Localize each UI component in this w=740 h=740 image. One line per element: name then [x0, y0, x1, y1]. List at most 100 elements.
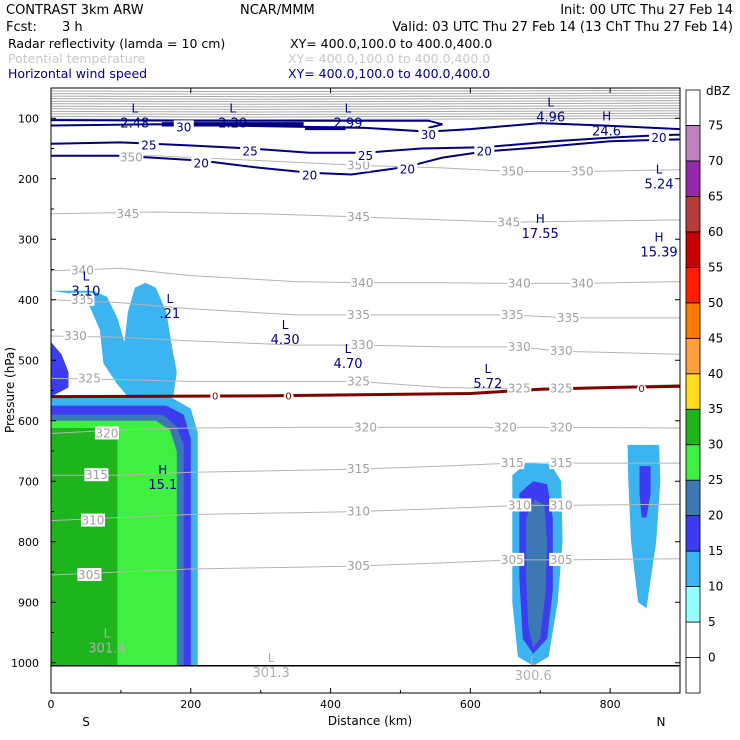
extremum-value: 15.1	[148, 478, 177, 493]
colorbar-level-label: 35	[708, 402, 723, 416]
colorbar-swatch	[685, 515, 701, 552]
theta-label-bg	[549, 420, 574, 434]
wind-label-bg	[355, 148, 376, 162]
extremum-marker: L	[83, 270, 90, 284]
theta-label-bg	[70, 292, 95, 306]
freezing-level-label: 0	[285, 391, 291, 402]
y-tick-label: 100	[18, 112, 39, 125]
y-tick-label: 900	[18, 596, 39, 609]
theta-label: 350	[571, 164, 594, 178]
extremum-value: 2.99	[334, 116, 363, 131]
extremum-value: 300.6	[515, 669, 552, 684]
colorbar-swatch	[685, 160, 701, 197]
x-tick-label: 200	[180, 698, 201, 711]
colorbar-level-label: 60	[708, 225, 723, 239]
theta-label-bg	[549, 498, 574, 512]
wind-contour-2	[51, 133, 680, 154]
wind-contour-3	[51, 138, 680, 176]
theta-label-bg	[346, 307, 371, 321]
colorbar-level-label: 10	[708, 580, 723, 594]
y-tick-label: 200	[18, 173, 39, 186]
wind-label: 30	[176, 120, 191, 134]
theta-label: 325	[550, 382, 573, 396]
theta-label-bg	[500, 307, 525, 321]
theta-label-bg	[507, 276, 532, 290]
colorbar-swatch	[685, 337, 701, 375]
colorbar-swatch	[685, 266, 701, 304]
extremum-value: 5.72	[473, 377, 502, 392]
extremum-value: .21	[159, 307, 180, 322]
theta-label-bg	[549, 552, 574, 566]
colorbar-swatch	[685, 586, 701, 623]
extremum-marker: H	[536, 212, 545, 226]
extremum-marker: L	[656, 163, 663, 177]
wind-label: 30	[421, 128, 436, 142]
theta-label: 325	[347, 374, 370, 388]
wind-label-bg	[418, 128, 439, 142]
y-tick-label: 800	[18, 536, 39, 549]
extremum-marker: H	[602, 109, 611, 123]
theta-strat-line	[51, 89, 680, 93]
wind-label: 25	[243, 145, 258, 159]
colorbar-swatch	[685, 621, 701, 658]
theta-label: 320	[95, 426, 118, 440]
theta-label: 320	[550, 420, 573, 434]
colorbar-swatch	[685, 231, 701, 268]
theta-label-bg	[94, 426, 119, 440]
theta-label: 340	[71, 264, 94, 278]
theta-label: 345	[116, 207, 139, 221]
y-tick-label: 700	[18, 475, 39, 488]
freezing-label-bg	[210, 391, 221, 400]
extremum-value: 3.10	[71, 285, 100, 300]
extremum-value: 15.39	[640, 245, 677, 260]
colorbar-swatch	[685, 657, 701, 694]
x-end-label-right: N	[657, 715, 666, 729]
colorbar-level-label: 40	[708, 367, 723, 381]
wind-label-bg	[191, 156, 212, 170]
theta-label: 345	[497, 215, 520, 229]
wind-label-bg	[173, 120, 194, 134]
theta-label-bg	[346, 209, 371, 223]
theta-label-bg	[493, 420, 518, 434]
reflectivity-region-upper-cyan	[51, 282, 177, 400]
colorbar-swatch	[685, 302, 701, 339]
wind-label: 20	[651, 131, 666, 145]
extremum-value: 5.24	[645, 178, 674, 193]
theta-label-bg	[500, 164, 525, 178]
wind-label-bg	[240, 144, 261, 158]
theta-label: 320	[354, 420, 377, 434]
x-tick-label: 800	[600, 698, 621, 711]
wind-contour-4	[305, 126, 346, 131]
theta-label: 345	[347, 210, 370, 224]
y-axis-title: Pressure (hPa)	[3, 347, 17, 433]
theta-label: 325	[78, 371, 101, 385]
wind-label-bg	[299, 168, 320, 182]
org-name: NCAR/MMM	[240, 3, 315, 18]
y-tick-label: 500	[18, 354, 39, 367]
theta-strat-line	[51, 112, 680, 116]
colorbar-level-label: 15	[708, 544, 723, 558]
y-tick-label: 1000	[11, 657, 39, 670]
colorbar-level-label: 20	[708, 509, 723, 523]
extremum-marker: L	[268, 651, 275, 665]
extremum-value: 17.55	[522, 227, 559, 242]
colorbar-unit: dBZ	[706, 84, 730, 98]
extremum-value: 24.6	[592, 124, 621, 139]
theta-label: 305	[347, 559, 370, 573]
theta-label: 320	[494, 420, 517, 434]
wind-contour-5	[161, 122, 304, 127]
theta-label-bg	[353, 420, 378, 434]
wind-label: 20	[194, 157, 209, 171]
colorbar-swatch	[685, 444, 701, 481]
theta-label-bg	[346, 558, 371, 572]
theta-label: 310	[81, 514, 104, 528]
extremum-marker: L	[345, 101, 352, 115]
theta-label-bg	[77, 371, 102, 385]
reflectivity-far-right-cyan	[627, 444, 661, 609]
theta-label-bg	[84, 468, 109, 482]
theta-label: 315	[347, 462, 370, 476]
extremum-value: 2.20	[218, 116, 247, 131]
theta-label-bg	[63, 329, 88, 343]
reflectivity-region-upper-blue	[51, 342, 69, 397]
